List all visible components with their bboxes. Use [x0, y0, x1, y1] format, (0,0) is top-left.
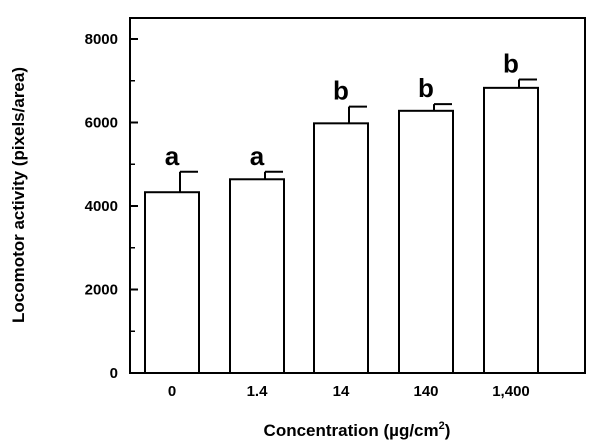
bar: [229, 178, 285, 374]
significance-label: b: [418, 73, 434, 103]
bars: [144, 78, 539, 374]
y-tick-label: 8000: [85, 31, 118, 48]
significance-label: a: [250, 141, 265, 171]
y-tick-label: 0: [110, 365, 118, 382]
y-tick-label: 6000: [85, 115, 118, 132]
significance-label: b: [503, 48, 519, 78]
significance-label: a: [165, 141, 180, 171]
x-axis-title: Concentration (µg/cm2): [264, 420, 451, 440]
y-axis-title: Locomotor activity (pixels/area): [9, 67, 28, 323]
x-tick-label: 1.4: [247, 383, 269, 400]
x-tick-label: 0: [168, 383, 176, 400]
x-tick-label: 1,400: [492, 383, 530, 400]
bar: [483, 86, 539, 374]
x-tick-label: 140: [413, 383, 438, 400]
bar: [313, 122, 369, 374]
bar: [398, 109, 454, 374]
significance-label: b: [333, 76, 349, 106]
y-tick-label: 2000: [85, 282, 118, 299]
tick-labels: 0 2000 4000 6000 8000 a 0 a 1.4 b 14 b 140 b 1,400: [85, 31, 530, 400]
bar: [144, 191, 200, 374]
x-tick-label: 14: [333, 383, 350, 400]
y-tick-label: 4000: [85, 198, 118, 215]
